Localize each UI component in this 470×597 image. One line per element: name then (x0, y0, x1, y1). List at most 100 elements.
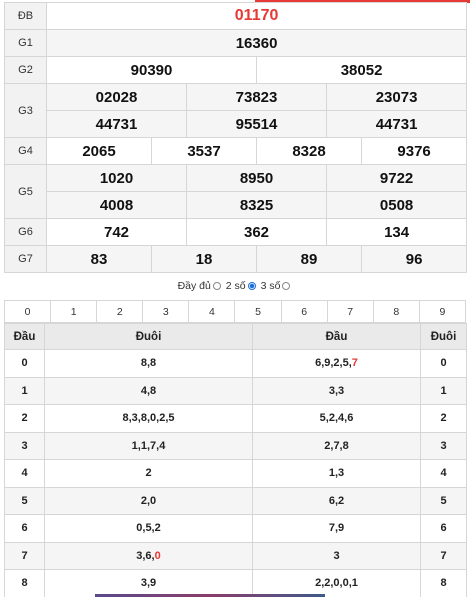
tail-digit-value: 5 (440, 494, 447, 507)
header-dau-2: Đầu (252, 323, 421, 350)
digit-cell[interactable]: 8 (372, 300, 420, 323)
digit-cell[interactable]: 2 (96, 300, 144, 323)
tail-digit-value: 2 (440, 412, 447, 425)
radio-two[interactable] (247, 282, 256, 290)
prize-number: 18 (151, 245, 257, 273)
head-digit-value: 0 (21, 357, 28, 370)
digit-cell[interactable]: 7 (326, 300, 374, 323)
digit-cell[interactable]: 6 (280, 300, 328, 323)
tail-values-text: 2 (145, 467, 152, 480)
option-full[interactable]: Đầy đủ (178, 280, 223, 292)
radio-three[interactable] (282, 282, 291, 290)
row-g1: G1 16360 (4, 29, 468, 57)
tail-values: 2 (44, 459, 253, 488)
prize-number: 4008 (46, 191, 187, 219)
loto-row: 8 3,9 2,2,0,0,1 8 (4, 569, 467, 597)
row-g6: G6 742 362 134 (4, 218, 468, 246)
prize-number: 95514 (186, 110, 327, 138)
prize-label: G4 (4, 137, 47, 165)
option-two-label: 2 số (225, 280, 246, 292)
prize-number: 9722 (325, 164, 468, 192)
option-three[interactable]: 3 số (261, 280, 293, 292)
tail-digit-value: 0 (440, 357, 447, 370)
digit-cell[interactable]: 3 (142, 300, 190, 323)
row-g3b: 44731 95514 44731 (5, 110, 468, 138)
header-dau: Đầu (4, 323, 45, 350)
head-digit: 6 (4, 514, 45, 543)
tail-digit: 6 (420, 514, 467, 543)
row-g5b: 4008 8325 0508 (5, 191, 468, 219)
tail-digit-value: 3 (440, 439, 447, 452)
reverse-values: 5,2,4,6 (252, 404, 421, 433)
head-digit: 1 (4, 376, 45, 405)
digit-cell[interactable]: 9 (418, 300, 467, 323)
banner-strip (95, 594, 325, 597)
reverse-values: 1,3 (252, 459, 421, 488)
special-prize: 01170 (45, 2, 468, 30)
radio-full[interactable] (212, 282, 221, 290)
tail-digit-value: 4 (440, 467, 447, 480)
tail-digit: 0 (420, 349, 467, 378)
head-digit: 4 (4, 459, 45, 488)
reverse-values-text: 3 (333, 549, 340, 562)
prize-number: 23073 (325, 83, 468, 111)
loto-row: 2 8,3,8,0,2,5 5,2,4,6 2 (4, 404, 467, 433)
head-digit: 0 (4, 349, 45, 378)
tail-values: 4,8 (44, 376, 253, 405)
row-g7: G7 83 18 89 96 (4, 245, 468, 273)
row-g3: G3 02028 73823 23073 (4, 83, 468, 138)
head-digit-value: 6 (21, 522, 28, 535)
row-g2: G2 90390 38052 (4, 56, 468, 84)
reverse-values-text: 3,3 (328, 384, 345, 397)
prize-label: G3 (4, 83, 47, 138)
tail-values: 3,9 (44, 569, 253, 597)
head-digit: 7 (4, 541, 45, 570)
head-digit: 5 (4, 486, 45, 515)
digit-cell[interactable]: 1 (50, 300, 98, 323)
digit-cell[interactable]: 5 (234, 300, 282, 323)
tail-values: 1,1,7,4 (44, 431, 253, 460)
tail-values-text: 4,8 (140, 384, 157, 397)
prize-number: 362 (186, 218, 327, 246)
reverse-values: 2,2,0,0,1 (252, 569, 421, 597)
prize-label: G7 (4, 245, 47, 273)
tail-digit-value: 7 (440, 549, 447, 562)
loto-row: 1 4,8 3,3 1 (4, 376, 467, 405)
digit-cell[interactable]: 0 (3, 300, 52, 323)
tail-values: 8,8 (44, 349, 253, 378)
prize-number: 83 (46, 245, 152, 273)
loto-row: 5 2,0 6,2 5 (4, 486, 467, 515)
prize-number: 8328 (256, 137, 362, 165)
digit-cell[interactable]: 4 (188, 300, 236, 323)
tail-values-text: 3,9 (140, 577, 157, 590)
row-g4: G4 2065 3537 8328 9376 (4, 137, 468, 165)
prize-label: G1 (4, 29, 47, 57)
option-two[interactable]: 2 số (226, 280, 258, 292)
tail-digit: 5 (420, 486, 467, 515)
prize-number: 0508 (325, 191, 468, 219)
head-digit-value: 2 (21, 412, 28, 425)
tail-values-text: 3,6, (136, 549, 155, 562)
loto-header-row: Đầu Đuôi Đầu Đuôi (4, 323, 467, 350)
loto-row: 3 1,1,7,4 2,7,8 3 (4, 431, 467, 460)
prize-number: 96 (360, 245, 468, 273)
loto-row: 4 2 1,3 4 (4, 459, 467, 488)
head-digit-value: 4 (21, 467, 28, 480)
prize-number: 89 (256, 245, 362, 273)
tail-values: 8,3,8,0,2,5 (44, 404, 253, 433)
prize-number: 3537 (151, 137, 257, 165)
head-digit-value: 1 (21, 384, 28, 397)
reverse-values: 6,2 (252, 486, 421, 515)
tail-digit-value: 8 (440, 577, 447, 590)
tail-digit: 8 (420, 569, 467, 597)
tail-values-text: 1,1,7,4 (131, 439, 166, 452)
head-digit-value: 5 (21, 494, 28, 507)
reverse-values-text: 6,9,2,5, (315, 357, 352, 370)
prize-number: 90390 (46, 56, 257, 84)
tail-digit-value: 1 (440, 384, 447, 397)
reverse-values-text: 7,9 (328, 522, 345, 535)
reverse-values-text: 1,3 (328, 467, 345, 480)
prize-number: 1020 (46, 164, 187, 192)
tail-values: 2,0 (44, 486, 253, 515)
